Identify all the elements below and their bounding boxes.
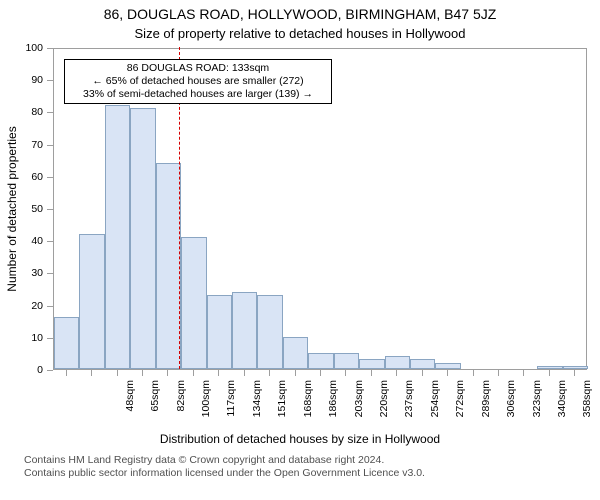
xtick — [447, 370, 448, 376]
xtick — [422, 370, 423, 376]
ytick-label: 30 — [15, 267, 43, 279]
ytick-label: 20 — [15, 300, 43, 312]
page-title: 86, DOUGLAS ROAD, HOLLYWOOD, BIRMINGHAM,… — [0, 6, 600, 22]
xtick — [91, 370, 92, 376]
callout-line-1: 86 DOUGLAS ROAD: 133sqm — [71, 62, 325, 75]
xtick-label: 358sqm — [581, 380, 593, 440]
xtick — [142, 370, 143, 376]
histogram-bar — [207, 295, 232, 369]
ytick — [47, 177, 53, 178]
xtick — [498, 370, 499, 376]
xtick — [574, 370, 575, 376]
xtick — [117, 370, 118, 376]
histogram-bar — [283, 337, 308, 369]
ytick — [47, 209, 53, 210]
xtick — [295, 370, 296, 376]
ytick-label: 0 — [15, 364, 43, 376]
ytick-label: 100 — [15, 42, 43, 54]
histogram-bar — [181, 237, 206, 369]
ytick-label: 10 — [15, 332, 43, 344]
xtick — [371, 370, 372, 376]
ytick-label: 60 — [15, 171, 43, 183]
xtick — [218, 370, 219, 376]
xtick-label: 220sqm — [378, 380, 390, 440]
xtick-label: 100sqm — [200, 380, 212, 440]
ytick — [47, 338, 53, 339]
ytick — [47, 370, 53, 371]
footer-line-2: Contains public sector information licen… — [24, 467, 425, 480]
xtick-label: 65sqm — [149, 380, 161, 440]
footer-line-1: Contains HM Land Registry data © Crown c… — [24, 454, 425, 467]
histogram-bar — [359, 359, 384, 369]
xtick-label: 237sqm — [403, 380, 415, 440]
histogram-bar — [54, 317, 79, 369]
xtick — [167, 370, 168, 376]
histogram-bar — [385, 356, 410, 369]
histogram-bar — [257, 295, 282, 369]
xtick — [244, 370, 245, 376]
xtick — [269, 370, 270, 376]
xtick — [345, 370, 346, 376]
ytick — [47, 112, 53, 113]
callout-line-3: 33% of semi-detached houses are larger (… — [71, 88, 325, 101]
xtick — [549, 370, 550, 376]
histogram-bar — [537, 366, 562, 369]
histogram-bar — [105, 105, 130, 369]
xtick-label: 323sqm — [531, 380, 543, 440]
ytick — [47, 48, 53, 49]
xtick-label: 340sqm — [556, 380, 568, 440]
histogram-bar — [308, 353, 333, 369]
xtick — [396, 370, 397, 376]
callout-box: 86 DOUGLAS ROAD: 133sqm ← 65% of detache… — [64, 59, 332, 104]
xtick — [193, 370, 194, 376]
histogram-bar — [130, 108, 155, 369]
ytick — [47, 145, 53, 146]
xtick-label: 306sqm — [505, 380, 517, 440]
xtick-label: 151sqm — [276, 380, 288, 440]
ytick — [47, 306, 53, 307]
histogram-bar — [79, 234, 104, 369]
histogram-bar — [232, 292, 257, 369]
ytick — [47, 273, 53, 274]
xtick-label: 272sqm — [454, 380, 466, 440]
ytick-label: 90 — [15, 74, 43, 86]
ytick — [47, 80, 53, 81]
xtick-label: 289sqm — [480, 380, 492, 440]
xtick-label: 134sqm — [251, 380, 263, 440]
xtick-label: 168sqm — [302, 380, 314, 440]
xtick-label: 203sqm — [353, 380, 365, 440]
xtick — [320, 370, 321, 376]
ytick-label: 40 — [15, 235, 43, 247]
footer-attribution: Contains HM Land Registry data © Crown c… — [24, 454, 425, 480]
xtick — [66, 370, 67, 376]
xtick-label: 117sqm — [225, 380, 237, 440]
xtick — [523, 370, 524, 376]
histogram-bar — [563, 366, 588, 369]
xtick — [473, 370, 474, 376]
histogram-bar — [410, 359, 435, 369]
page-subtitle: Size of property relative to detached ho… — [0, 26, 600, 41]
ytick-label: 70 — [15, 139, 43, 151]
ytick-label: 50 — [15, 203, 43, 215]
ytick — [47, 241, 53, 242]
histogram-bar — [334, 353, 359, 369]
histogram-bar — [435, 363, 460, 369]
histogram-bar — [156, 163, 181, 369]
ytick-label: 80 — [15, 106, 43, 118]
xtick-label: 186sqm — [327, 380, 339, 440]
xtick-label: 48sqm — [124, 380, 136, 440]
xtick-label: 254sqm — [429, 380, 441, 440]
xtick-label: 82sqm — [175, 380, 187, 440]
callout-line-2: ← 65% of detached houses are smaller (27… — [71, 75, 325, 88]
